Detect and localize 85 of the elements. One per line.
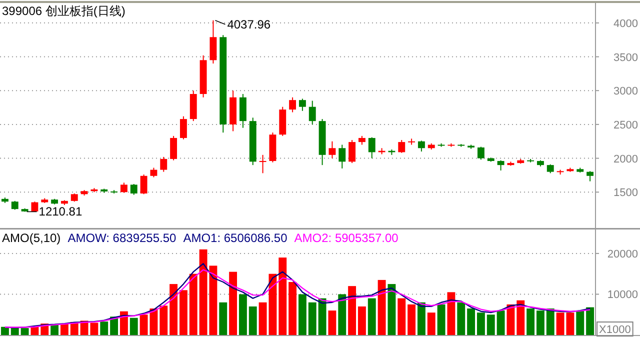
candlestick — [150, 167, 158, 178]
candlestick — [180, 116, 187, 140]
bar — [496, 310, 505, 335]
bar — [318, 298, 326, 335]
bar — [10, 328, 19, 335]
bar — [100, 322, 108, 335]
bar — [20, 328, 29, 335]
bar — [189, 274, 198, 335]
bar — [576, 310, 584, 335]
bar — [398, 298, 406, 335]
bar — [417, 302, 426, 335]
candlestick — [477, 146, 484, 160]
candlestick — [298, 98, 306, 112]
y-tick-label: 2500 — [614, 119, 638, 132]
y-tick-label: 3000 — [614, 86, 638, 98]
candlestick — [338, 144, 346, 169]
chart-title: AMO(5,10) — [2, 231, 61, 245]
bar — [328, 310, 336, 335]
candlestick — [308, 100, 316, 125]
y-tick-label: 3500 — [614, 52, 638, 64]
bar — [348, 286, 356, 335]
candlestick — [586, 170, 594, 182]
bar — [338, 294, 346, 335]
candlestick — [31, 201, 38, 212]
bar — [388, 284, 396, 335]
chart-title: 399006 创业板指(日线) — [2, 4, 126, 18]
candlestick — [348, 140, 356, 164]
y-tick-label: 1500 — [614, 187, 638, 200]
bar — [229, 272, 238, 335]
bar — [437, 304, 446, 335]
bar — [457, 302, 466, 335]
text: AMO2: 5905357.00 — [294, 231, 399, 245]
bar — [179, 290, 188, 335]
bar — [486, 314, 495, 335]
annotation: 4037.96 — [227, 17, 271, 32]
candlestick — [497, 160, 504, 171]
bar — [447, 292, 456, 335]
annotation: 1210.81 — [38, 204, 82, 219]
y-tick-label: 2000 — [614, 153, 638, 166]
candlestick — [259, 154, 266, 174]
bar — [60, 324, 68, 335]
candlestick — [368, 136, 376, 159]
text: AMO1: 6506086.50 — [183, 231, 288, 245]
bar — [358, 306, 366, 335]
bar — [120, 311, 128, 335]
bar — [516, 300, 525, 335]
candlestick — [210, 20, 217, 64]
bar — [546, 308, 554, 335]
y-tick-label: 10000 — [607, 289, 638, 302]
candlestick — [130, 184, 138, 196]
bar — [526, 308, 535, 335]
candlestick — [418, 140, 425, 152]
bar — [506, 304, 515, 335]
bar — [170, 284, 178, 335]
bar — [408, 304, 416, 335]
bar — [298, 294, 306, 335]
bar — [0, 326, 9, 335]
bar — [130, 318, 138, 335]
bar — [536, 310, 544, 335]
y-tick-label: 4000 — [614, 18, 638, 30]
candlestick — [170, 135, 178, 161]
bar — [278, 258, 287, 335]
candlestick — [120, 182, 128, 194]
candlestick — [328, 140, 336, 159]
bar — [476, 312, 485, 335]
candlestick — [398, 140, 406, 154]
candlestick — [140, 174, 148, 195]
annotation: AMOW: 6839255.50 — [68, 231, 177, 245]
bar — [586, 307, 594, 335]
bar — [378, 280, 386, 335]
bar — [160, 306, 168, 335]
bar — [368, 298, 376, 335]
y-axis-title: X1000 — [599, 324, 631, 336]
bar — [219, 302, 228, 335]
bar — [248, 306, 257, 335]
bar — [427, 312, 436, 335]
bar — [467, 308, 476, 335]
bar — [238, 294, 247, 335]
candlestick — [239, 93, 246, 128]
candlestick — [289, 96, 296, 113]
bar — [288, 282, 297, 335]
candlestick — [160, 156, 168, 172]
bar — [50, 324, 59, 335]
bar — [308, 302, 316, 335]
y-tick-label: 20000 — [607, 248, 638, 260]
